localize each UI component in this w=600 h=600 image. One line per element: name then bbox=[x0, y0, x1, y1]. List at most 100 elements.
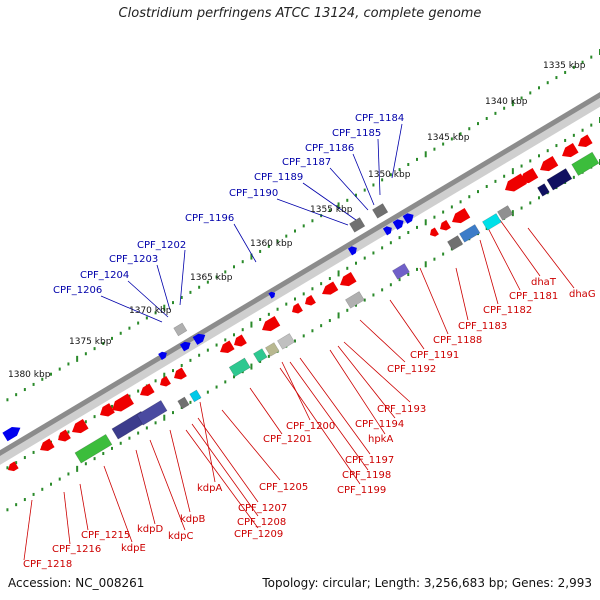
leader-line-reverse bbox=[329, 349, 386, 435]
gene-label-kdpc[interactable]: kdpC bbox=[168, 531, 193, 542]
gene-label-cpf-1181[interactable]: CPF_1181 bbox=[509, 291, 558, 302]
gene-label-cpf-1200[interactable]: CPF_1200 bbox=[286, 421, 335, 432]
scale-tick bbox=[23, 388, 26, 392]
reverse-gene-arrow bbox=[100, 403, 115, 417]
gene-cluster-box bbox=[253, 348, 268, 363]
gene-label-cpf-1194[interactable]: CPF_1194 bbox=[355, 419, 404, 430]
scale-tick bbox=[381, 246, 384, 250]
gene-label-cpf-1202[interactable]: CPF_1202 bbox=[137, 240, 186, 251]
gene-label-cpf-1183[interactable]: CPF_1183 bbox=[458, 321, 507, 332]
leader-line-forward bbox=[329, 167, 369, 211]
gene-label-cpf-1199[interactable]: CPF_1199 bbox=[337, 485, 386, 496]
forward-gene-arrow bbox=[268, 291, 276, 299]
scale-tick bbox=[259, 317, 262, 321]
gene-label-cpf-1216[interactable]: CPF_1216 bbox=[52, 544, 101, 555]
scale-tick bbox=[294, 339, 296, 343]
scale-tick bbox=[433, 147, 436, 151]
gene-label-cpf-1186[interactable]: CPF_1186 bbox=[305, 143, 354, 154]
gene-label-dhag[interactable]: dhaG bbox=[569, 289, 596, 300]
scale-tick bbox=[407, 231, 410, 235]
gene-label-kdpe[interactable]: kdpE bbox=[121, 543, 146, 554]
scale-tick bbox=[546, 149, 549, 153]
gene-label-cpf-1201[interactable]: CPF_1201 bbox=[263, 434, 312, 445]
reverse-gene-arrow-shape bbox=[72, 419, 89, 434]
scale-tick bbox=[416, 267, 418, 271]
leader-line-forward bbox=[377, 138, 381, 196]
scale-tick bbox=[250, 253, 253, 260]
gene-label-cpf-1198[interactable]: CPF_1198 bbox=[342, 470, 391, 481]
scale-tick bbox=[389, 173, 392, 177]
scale-tick bbox=[302, 224, 305, 228]
reverse-gene-arrow-shape bbox=[578, 134, 593, 148]
gene-label-cpf-1185[interactable]: CPF_1185 bbox=[332, 128, 381, 139]
reverse-gene-arrow bbox=[140, 383, 155, 397]
gene-label-cpf-1190[interactable]: CPF_1190 bbox=[229, 188, 278, 199]
leader-line-forward bbox=[391, 123, 403, 179]
gene-label-cpf-1189[interactable]: CPF_1189 bbox=[254, 172, 303, 183]
reverse-gene-arrow-shape bbox=[140, 383, 155, 397]
reverse-gene-arrow-shape bbox=[234, 334, 247, 347]
scale-tick bbox=[189, 400, 192, 404]
scale-tick bbox=[145, 426, 148, 430]
scale-tick bbox=[215, 385, 218, 389]
scale-tick bbox=[416, 157, 418, 161]
forward-gene-arrow-shape bbox=[392, 219, 404, 230]
gene-label-cpf-1205[interactable]: CPF_1205 bbox=[259, 482, 308, 493]
scale-tick bbox=[233, 265, 235, 269]
scale-tick bbox=[581, 128, 584, 132]
gene-label-cpf-1188[interactable]: CPF_1188 bbox=[433, 335, 482, 346]
leader-line-forward bbox=[352, 153, 375, 206]
reverse-gene-arrow-shape bbox=[8, 461, 19, 472]
gene-label-cpf-1191[interactable]: CPF_1191 bbox=[410, 350, 459, 361]
gene-label-cpf-1218[interactable]: CPF_1218 bbox=[23, 559, 72, 570]
gene-cluster-box bbox=[136, 400, 168, 426]
scale-tick bbox=[50, 482, 52, 486]
scale-tick bbox=[363, 188, 366, 192]
scale-tick bbox=[224, 338, 227, 342]
gene-label-cpf-1204[interactable]: CPF_1204 bbox=[80, 270, 129, 281]
gene-label-cpf-1208[interactable]: CPF_1208 bbox=[237, 517, 286, 528]
reverse-gene-arrow-shape bbox=[452, 208, 471, 224]
reverse-gene-arrow-shape bbox=[340, 272, 357, 287]
reverse-gene-arrow-shape bbox=[505, 173, 527, 192]
scale-tick bbox=[572, 65, 575, 69]
gene-label-cpf-1196[interactable]: CPF_1196 bbox=[185, 213, 234, 224]
scale-tick bbox=[119, 441, 122, 445]
gene-label-cpf-1209[interactable]: CPF_1209 bbox=[234, 529, 283, 540]
gene-label-cpf-1184[interactable]: CPF_1184 bbox=[355, 113, 404, 124]
leader-line-reverse bbox=[279, 367, 361, 485]
gene-label-cpf-1197[interactable]: CPF_1197 bbox=[345, 455, 394, 466]
reverse-gene-arrow bbox=[160, 375, 171, 387]
reverse-gene-arrow bbox=[505, 173, 527, 192]
scale-tick bbox=[76, 465, 79, 472]
scale-tick bbox=[6, 508, 9, 512]
gene-label-cpf-1192[interactable]: CPF_1192 bbox=[387, 364, 436, 375]
gene-label-cpf-1206[interactable]: CPF_1206 bbox=[53, 285, 102, 296]
scale-tick bbox=[372, 183, 375, 187]
gene-label-cpf-1182[interactable]: CPF_1182 bbox=[483, 305, 532, 316]
gene-label-kdpd[interactable]: kdpD bbox=[137, 524, 163, 535]
scale-tick bbox=[442, 210, 445, 214]
gene-label-dhat[interactable]: dhaT bbox=[531, 277, 557, 288]
scale-tick bbox=[111, 336, 113, 340]
gene-cluster-box-shape bbox=[497, 205, 514, 221]
gene-label-kdpa[interactable]: kdpA bbox=[197, 483, 222, 494]
scale-tick bbox=[538, 154, 540, 158]
gene-label-cpf-1193[interactable]: CPF_1193 bbox=[377, 404, 426, 415]
gene-label-hpka[interactable]: hpkA bbox=[368, 434, 393, 445]
scale-labels: 1335 kbp 1340 kbp 1345 kbp 1350 kbp 1355… bbox=[8, 61, 586, 380]
gene-cluster-box-shape bbox=[482, 213, 502, 231]
gene-label-cpf-1203[interactable]: CPF_1203 bbox=[109, 254, 158, 265]
scale-label-1350: 1350 kbp bbox=[368, 170, 411, 180]
scale-tick bbox=[233, 333, 235, 337]
reverse-gene-arrow bbox=[112, 393, 134, 412]
gene-label-cpf-1207[interactable]: CPF_1207 bbox=[238, 503, 287, 514]
gene-label-kdpb[interactable]: kdpB bbox=[180, 514, 205, 525]
scale-tick bbox=[137, 321, 140, 325]
scale-label-1370: 1370 kbp bbox=[129, 306, 172, 316]
gene-label-cpf-1187[interactable]: CPF_1187 bbox=[282, 157, 331, 168]
scale-tick bbox=[485, 184, 488, 188]
leader-line-forward bbox=[156, 264, 171, 311]
scale-tick bbox=[84, 352, 87, 356]
gene-label-cpf-1215[interactable]: CPF_1215 bbox=[81, 530, 130, 541]
